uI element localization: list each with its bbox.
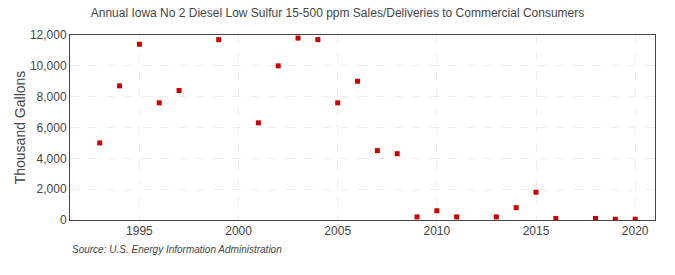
svg-text:2010: 2010 [424,224,451,238]
svg-text:2,000: 2,000 [37,182,67,196]
svg-text:6,000: 6,000 [37,121,67,135]
svg-text:Annual Iowa No 2 Diesel Low Su: Annual Iowa No 2 Diesel Low Sulfur 15-50… [91,6,585,20]
svg-text:Thousand Gallons: Thousand Gallons [12,71,28,185]
svg-text:Source: U.S. Energy Informatio: Source: U.S. Energy Information Administ… [72,244,282,255]
svg-text:2005: 2005 [324,224,351,238]
svg-text:8,000: 8,000 [37,90,67,104]
svg-text:0: 0 [60,213,67,227]
svg-text:2015: 2015 [523,224,550,238]
svg-text:4,000: 4,000 [37,152,67,166]
svg-text:12,000: 12,000 [30,28,67,42]
svg-text:1995: 1995 [126,224,153,238]
svg-text:10,000: 10,000 [30,59,67,73]
svg-text:2020: 2020 [622,224,649,238]
svg-text:2000: 2000 [225,224,252,238]
